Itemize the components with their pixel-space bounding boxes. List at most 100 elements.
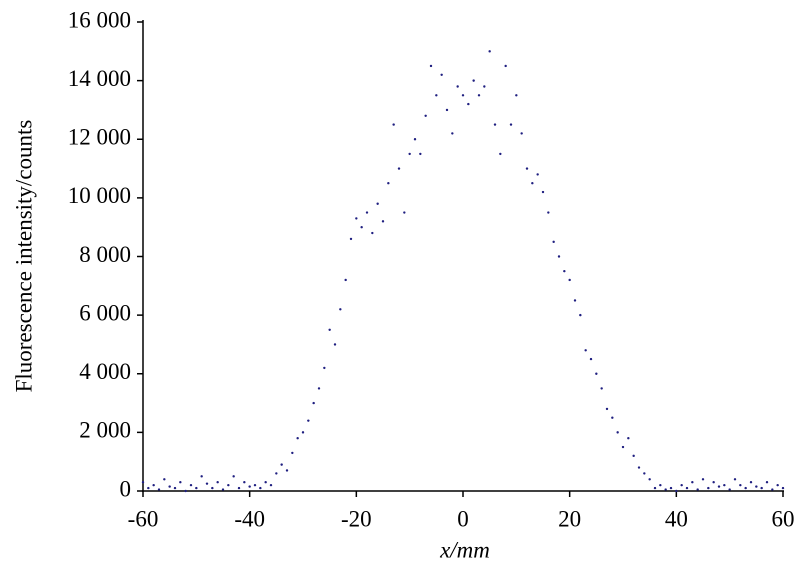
data-point — [152, 483, 155, 487]
data-point — [579, 313, 582, 317]
y-tick-label: 6 000 — [79, 300, 131, 325]
x-tick-label: 20 — [558, 506, 581, 531]
data-point — [776, 483, 779, 487]
data-point — [627, 437, 630, 440]
data-point — [456, 85, 459, 88]
x-tick-label: 40 — [665, 506, 688, 531]
data-point — [424, 114, 427, 118]
data-point — [200, 475, 203, 478]
data-point — [520, 132, 523, 135]
data-point — [685, 486, 689, 490]
data-point — [317, 387, 321, 390]
data-point — [243, 481, 246, 484]
data-point — [269, 483, 273, 487]
data-point — [179, 481, 182, 484]
data-point — [173, 486, 177, 490]
data-point — [664, 488, 667, 491]
data-point — [221, 488, 225, 491]
data-point — [355, 217, 358, 220]
data-point — [189, 483, 193, 487]
data-point — [387, 182, 390, 185]
data-point — [349, 237, 353, 241]
data-point — [163, 478, 166, 481]
x-tick-label: -40 — [234, 506, 265, 531]
data-point — [536, 173, 539, 176]
y-tick-label: 12 000 — [68, 125, 131, 150]
data-point — [616, 431, 619, 434]
data-point — [696, 488, 699, 491]
data-point — [157, 488, 161, 491]
y-axis-label: Fluorescence intensity/counts — [11, 120, 36, 393]
data-point — [248, 485, 251, 488]
data-point — [643, 472, 646, 475]
x-tick-label: -60 — [128, 506, 159, 531]
data-point — [397, 167, 401, 170]
data-point — [280, 463, 283, 466]
data-point — [253, 483, 257, 487]
data-point — [488, 50, 491, 53]
data-point — [547, 211, 550, 214]
data-point — [312, 401, 315, 405]
data-point — [552, 240, 555, 244]
data-point — [365, 211, 369, 214]
data-point — [509, 123, 513, 126]
data-point — [669, 486, 673, 490]
data-point — [781, 486, 785, 490]
y-tick-label: 14 000 — [68, 66, 131, 91]
data-point — [339, 308, 342, 311]
data-point — [435, 94, 438, 97]
data-point — [451, 132, 454, 135]
data-point — [237, 486, 241, 490]
data-point — [376, 202, 379, 205]
data-point — [573, 299, 577, 302]
data-point — [205, 482, 209, 485]
data-point — [381, 220, 385, 223]
data-point — [211, 486, 214, 490]
x-tick-label: 0 — [457, 506, 469, 531]
data-point — [771, 488, 774, 491]
data-point — [563, 269, 566, 273]
data-point — [493, 123, 497, 126]
data-point — [403, 211, 406, 214]
data-point — [413, 138, 417, 141]
data-point — [600, 387, 603, 390]
data-point — [360, 225, 363, 229]
data-point — [712, 481, 715, 484]
data-point — [621, 445, 625, 449]
y-tick-label: 8 000 — [79, 242, 131, 267]
data-point — [765, 481, 769, 484]
data-point — [472, 79, 475, 82]
data-point — [515, 94, 518, 97]
data-point — [504, 64, 507, 68]
data-point — [584, 349, 587, 352]
data-point — [659, 483, 662, 487]
data-point — [717, 485, 721, 488]
data-point — [301, 431, 305, 434]
data-point — [691, 481, 694, 484]
data-point — [595, 372, 598, 375]
data-point — [701, 478, 705, 481]
data-point — [728, 488, 731, 491]
data-point — [195, 486, 198, 490]
data-point — [467, 102, 470, 106]
data-point — [525, 167, 529, 170]
data-point — [440, 73, 443, 76]
data-point — [760, 486, 763, 490]
data-point — [675, 489, 678, 493]
data-point — [275, 472, 278, 475]
data-point — [141, 481, 145, 484]
data-point — [744, 486, 747, 490]
data-point — [307, 419, 310, 422]
data-point — [531, 182, 534, 185]
y-tick-label: 2 000 — [79, 418, 131, 443]
y-tick-label: 4 000 — [79, 359, 131, 384]
data-point — [392, 123, 395, 126]
data-point — [323, 366, 326, 370]
data-point — [461, 94, 465, 97]
data-point — [147, 486, 150, 490]
x-tick-label: -20 — [341, 506, 372, 531]
data-point — [285, 469, 289, 472]
data-point — [499, 152, 502, 156]
data-point — [707, 486, 710, 490]
data-point — [371, 231, 374, 235]
